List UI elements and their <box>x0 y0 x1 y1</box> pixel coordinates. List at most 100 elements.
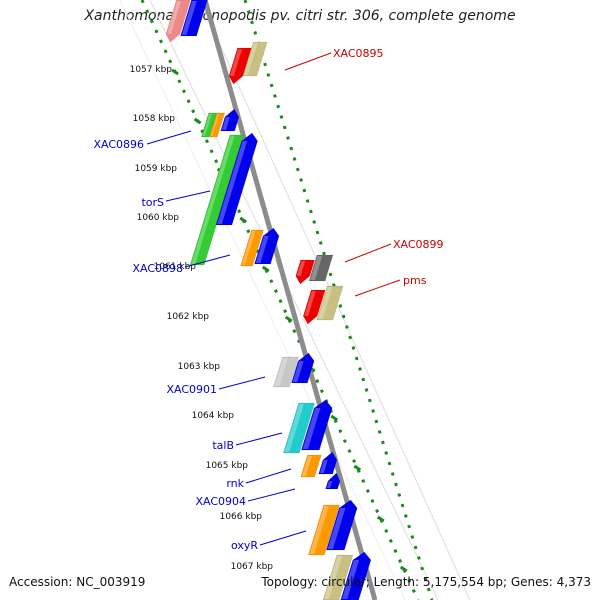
gene-shape[interactable] <box>215 132 260 226</box>
gene-shape[interactable] <box>308 254 334 282</box>
gene-block[interactable] <box>189 134 245 266</box>
gene-shape[interactable] <box>316 285 344 321</box>
gene-block[interactable] <box>215 132 260 226</box>
gene-shape[interactable] <box>164 0 191 43</box>
gene-highlight <box>304 291 316 316</box>
gene-shape[interactable] <box>322 554 354 600</box>
gene-shape[interactable] <box>209 112 225 138</box>
gene-block[interactable] <box>300 454 322 478</box>
leader-line <box>235 432 283 446</box>
gene-block[interactable] <box>254 227 281 265</box>
ruler-label-kbp: 1062 kbp <box>167 312 210 322</box>
gene-highlight <box>167 1 182 34</box>
gene-shape[interactable] <box>240 229 264 267</box>
ruler-label-kbp: 1061 kbp <box>154 262 197 272</box>
gene-block[interactable] <box>273 356 299 388</box>
gene-label-reverse[interactable]: torS <box>141 196 164 209</box>
gene-block[interactable] <box>325 472 343 490</box>
gene-highlight <box>310 256 323 280</box>
gene-highlight <box>181 1 197 35</box>
gene-highlight <box>217 141 248 224</box>
gene-shape[interactable] <box>226 47 252 85</box>
gene-shape[interactable] <box>189 134 245 266</box>
ruler-label-kbp: 1064 kbp <box>192 411 235 421</box>
gene-shape[interactable] <box>220 108 242 132</box>
ruler-label-kbp: 1067 kbp <box>231 562 274 572</box>
gene-block[interactable] <box>291 352 316 384</box>
gene-shape[interactable] <box>283 402 315 454</box>
ruler-label-kbp: 1065 kbp <box>206 461 249 471</box>
gene-shape[interactable] <box>273 356 299 388</box>
reverse-track <box>140 0 420 600</box>
gene-block[interactable] <box>322 554 354 600</box>
leader-line <box>146 130 192 145</box>
gene-block[interactable] <box>240 229 264 267</box>
gene-block[interactable] <box>220 108 242 132</box>
gene-highlight <box>284 404 304 452</box>
ruler-tick <box>376 515 385 523</box>
gene-block[interactable] <box>308 504 340 556</box>
gene-block[interactable] <box>318 451 340 475</box>
gene-shape[interactable] <box>308 504 340 556</box>
leader-line <box>218 376 266 390</box>
gene-block[interactable] <box>164 0 191 43</box>
leader-line <box>165 190 211 202</box>
gene-highlight <box>244 43 258 75</box>
gene-shape[interactable] <box>325 472 343 490</box>
gene-block[interactable] <box>226 47 252 85</box>
gene-highlight <box>301 456 312 476</box>
gene-block[interactable] <box>209 112 225 138</box>
gene-shape[interactable] <box>242 41 268 77</box>
gene-shape[interactable] <box>180 0 208 37</box>
ruler-tick <box>239 216 248 224</box>
gene-label-reverse[interactable]: XAC0904 <box>195 495 246 508</box>
gene-label-reverse[interactable]: oxyR <box>231 539 258 552</box>
gene-shape[interactable] <box>326 499 359 551</box>
gene-label-reverse[interactable]: rnk <box>226 477 244 490</box>
gene-block[interactable] <box>326 499 359 551</box>
ruler-tick <box>399 565 408 573</box>
gene-block[interactable] <box>301 289 326 325</box>
gene-shape[interactable] <box>301 289 326 325</box>
gene-highlight <box>274 358 288 386</box>
ruler-label-kbp: 1066 kbp <box>220 512 263 522</box>
gene-block[interactable] <box>301 399 334 451</box>
gene-label-reverse[interactable]: XAC0898 <box>132 262 183 275</box>
leader-line <box>247 488 296 502</box>
ruler-tick <box>193 117 202 125</box>
gene-label-forward[interactable]: pms <box>403 274 427 287</box>
gene-block[interactable] <box>293 259 315 285</box>
gene-shape[interactable] <box>318 451 340 475</box>
gene-highlight <box>202 114 212 136</box>
gene-highlight <box>324 556 343 599</box>
ruler-tick <box>284 315 293 323</box>
gene-label-reverse[interactable]: XAC0901 <box>166 383 217 396</box>
ruler-label-kbp: 1058 kbp <box>133 114 176 124</box>
gene-highlight <box>255 236 269 263</box>
gene-shape[interactable] <box>301 399 334 451</box>
gene-block[interactable] <box>283 402 315 454</box>
gene-highlight <box>318 287 333 319</box>
gene-highlight <box>296 261 306 276</box>
gene-block[interactable] <box>242 41 268 77</box>
gene-shape[interactable] <box>340 551 374 600</box>
gene-block[interactable] <box>180 0 208 37</box>
gene-label-reverse[interactable]: XAC0896 <box>93 138 144 151</box>
gene-highlight <box>191 136 235 264</box>
topology-text: Topology: circular; Length: 5,175,554 bp… <box>261 575 591 589</box>
gene-label-reverse[interactable]: talB <box>212 439 234 452</box>
gene-block[interactable] <box>316 285 344 321</box>
gene-highlight <box>302 408 321 449</box>
gene-highlight <box>341 560 360 599</box>
gene-shape[interactable] <box>293 259 315 285</box>
gene-shape[interactable] <box>291 352 316 384</box>
gene-shape[interactable] <box>254 227 281 265</box>
gene-shape[interactable] <box>300 454 322 478</box>
gene-block[interactable] <box>308 254 334 282</box>
gene-highlight <box>309 506 329 554</box>
gene-label-forward[interactable]: XAC0899 <box>393 238 444 251</box>
gene-block[interactable] <box>340 551 374 600</box>
gene-label-forward[interactable]: XAC0895 <box>333 47 384 60</box>
leader-line <box>284 52 332 71</box>
